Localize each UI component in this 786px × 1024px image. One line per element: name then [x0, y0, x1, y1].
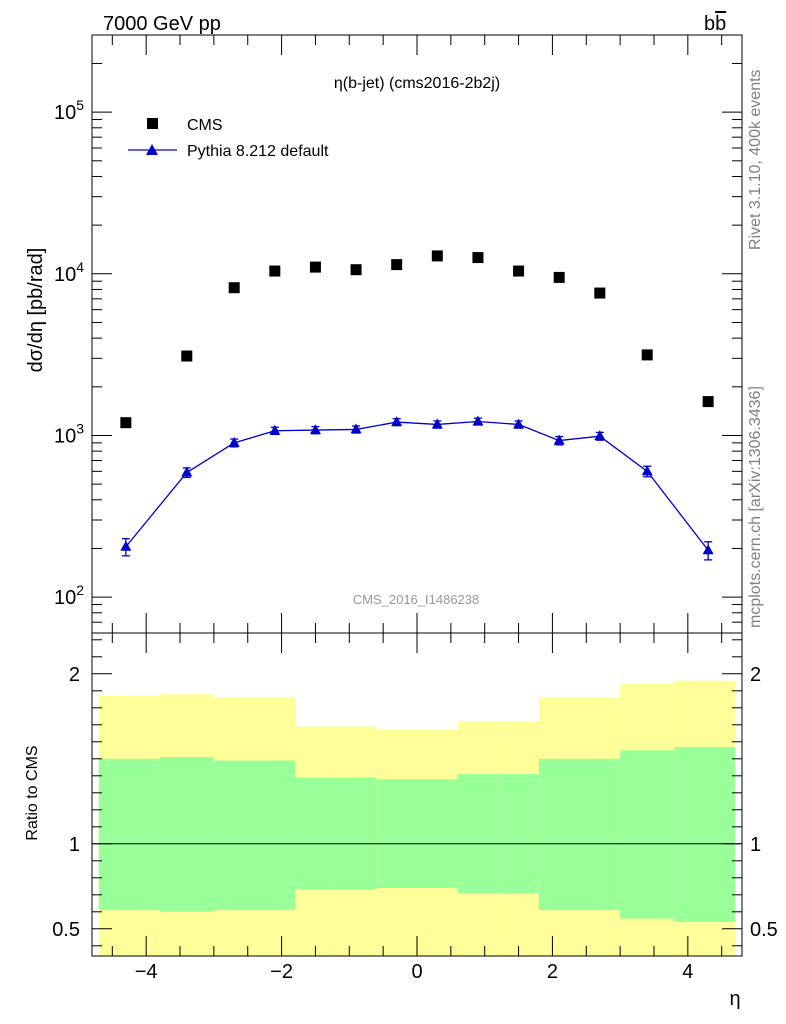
pythia-line — [125, 420, 709, 551]
cms-series — [120, 250, 714, 429]
ratio-band-inner — [457, 774, 499, 894]
ratio-bands — [98, 680, 736, 956]
pythia-point — [702, 544, 714, 555]
ratio-band-inner — [417, 779, 458, 888]
ratio-xtick-label: 2 — [547, 961, 558, 983]
header-process-b: b — [704, 13, 715, 35]
cms-point — [472, 252, 484, 264]
main-ylabel: dσ/dη [pb/rad] — [25, 248, 47, 373]
ratio-ytick-label-right: 2 — [750, 664, 761, 686]
main-ytick-label-base: 10 — [54, 264, 76, 286]
ratio-xlabel: η — [729, 988, 740, 1010]
ratio-ytick-label-right: 1 — [750, 834, 761, 856]
main-ytick-label: 102 — [54, 582, 84, 609]
main-ytick-label-exp: 5 — [76, 97, 84, 113]
pythia-point — [431, 418, 443, 429]
ratio-band-inner — [538, 758, 580, 911]
main-ytick-label-base: 10 — [54, 102, 76, 124]
pythia-point — [120, 540, 132, 551]
cms-point — [350, 264, 362, 276]
ratio-xtick-label: 4 — [682, 961, 693, 983]
cms-point — [553, 271, 565, 283]
main-ytick-label-exp: 4 — [76, 259, 84, 275]
pythia-point — [269, 424, 281, 435]
cms-point — [641, 349, 653, 361]
legend-cms-label: CMS — [187, 117, 223, 134]
ratio-band-inner — [498, 774, 539, 894]
pythia-series — [120, 415, 714, 561]
ratio-ytick-label-left: 1 — [69, 834, 80, 856]
cms-point — [269, 265, 281, 277]
cms-point — [228, 282, 240, 294]
pythia-point — [641, 465, 653, 476]
side-text-mcplots: mcplots.cern.ch [arXiv:1306.3436] — [747, 386, 764, 628]
cms-point — [309, 261, 321, 273]
pythia-point — [553, 434, 565, 445]
ratio-band-inner — [376, 779, 417, 888]
analysis-watermark: CMS_2016_I1486238 — [353, 592, 480, 607]
main-ytick-label-exp: 2 — [76, 582, 84, 598]
ratio-band-inner — [335, 777, 377, 890]
ratio-xtick-label: −4 — [135, 961, 158, 983]
pythia-point — [472, 415, 484, 426]
legend-pythia-label: Pythia 8.212 default — [187, 143, 329, 160]
main-ytick-label: 103 — [54, 420, 84, 447]
cms-point — [513, 265, 525, 277]
cms-point — [181, 350, 193, 362]
side-text-rivet: Rivet 3.1.10, 400k events — [747, 69, 764, 250]
ratio-band-inner — [98, 758, 160, 911]
legend-pythia-marker — [146, 144, 158, 155]
plot-title: η(b-jet) (cms2016-2b2j) — [334, 75, 500, 92]
ratio-xtick-label: −2 — [270, 961, 293, 983]
pythia-point — [309, 424, 321, 435]
header-process-label: bb — [704, 13, 726, 35]
ratio-axis-ticks: 0.5 0.5 1 1 2 2 −4 −2 0 2 4 — [52, 633, 778, 983]
cms-point — [594, 287, 606, 299]
ratio-band-inner — [620, 750, 675, 919]
main-ytick-label: 105 — [54, 97, 84, 124]
header-process-bbar: b — [715, 13, 726, 35]
main-ytick-label-base: 10 — [54, 425, 76, 447]
main-ytick-label-exp: 3 — [76, 420, 84, 436]
header-energy-label: 7000 GeV pp — [103, 13, 221, 35]
ratio-band-inner — [213, 760, 255, 911]
pythia-point — [350, 423, 362, 434]
cms-point — [431, 250, 443, 262]
ratio-band-inner — [159, 757, 214, 912]
pythia-point — [594, 430, 606, 441]
ratio-band-inner — [674, 746, 736, 922]
cms-point — [391, 259, 403, 271]
ratio-panel: 0.5 0.5 1 1 2 2 −4 −2 0 2 4 Ratio to CMS η — [24, 632, 778, 1010]
ratio-ytick-label-left: 0.5 — [52, 919, 80, 941]
legend: CMS Pythia 8.212 default — [128, 117, 329, 160]
ratio-band-inner — [295, 777, 336, 890]
ratio-ytick-label-left: 2 — [69, 664, 80, 686]
ratio-xtick-label: 0 — [411, 961, 422, 983]
cms-point — [120, 417, 132, 429]
main-ytick-label: 104 — [54, 259, 84, 286]
pythia-point — [391, 416, 403, 427]
pythia-point — [513, 418, 525, 429]
legend-cms-marker — [147, 118, 158, 129]
ratio-band-inner — [254, 760, 296, 911]
cms-point — [702, 396, 714, 408]
ratio-ytick-label-right: 0.5 — [750, 919, 778, 941]
ratio-band-inner — [579, 758, 621, 911]
ratio-ylabel: Ratio to CMS — [24, 745, 41, 840]
pythia-point — [181, 466, 193, 477]
ratio-frame — [91, 632, 743, 957]
pythia-point — [228, 436, 240, 447]
main-ytick-label-base: 10 — [54, 587, 76, 609]
